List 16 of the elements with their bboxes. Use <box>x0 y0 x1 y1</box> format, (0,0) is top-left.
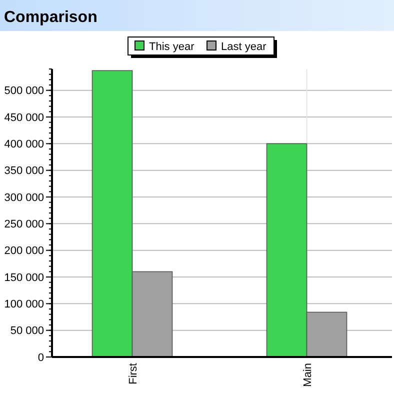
y-tick-label: 500 000 <box>4 85 44 98</box>
y-tick-label: 350 000 <box>4 165 44 178</box>
y-tick-label: 450 000 <box>4 112 44 124</box>
legend-label: Last year <box>221 41 267 53</box>
x-tick-label: First <box>127 363 140 384</box>
y-tick-label: 200 000 <box>4 245 44 258</box>
y-tick-label: 150 000 <box>4 272 44 284</box>
y-tick-label: 0 <box>38 352 44 364</box>
legend-label: This year <box>149 41 195 53</box>
x-tick-label: Main <box>302 363 314 387</box>
y-tick-label: 400 000 <box>4 138 44 151</box>
chart-title: Comparison <box>4 9 98 26</box>
y-tick-label: 300 000 <box>4 192 44 204</box>
y-tick-label: 50 000 <box>10 325 44 338</box>
y-tick-label: 250 000 <box>4 218 44 231</box>
y-tick-label: 100 000 <box>4 298 44 311</box>
